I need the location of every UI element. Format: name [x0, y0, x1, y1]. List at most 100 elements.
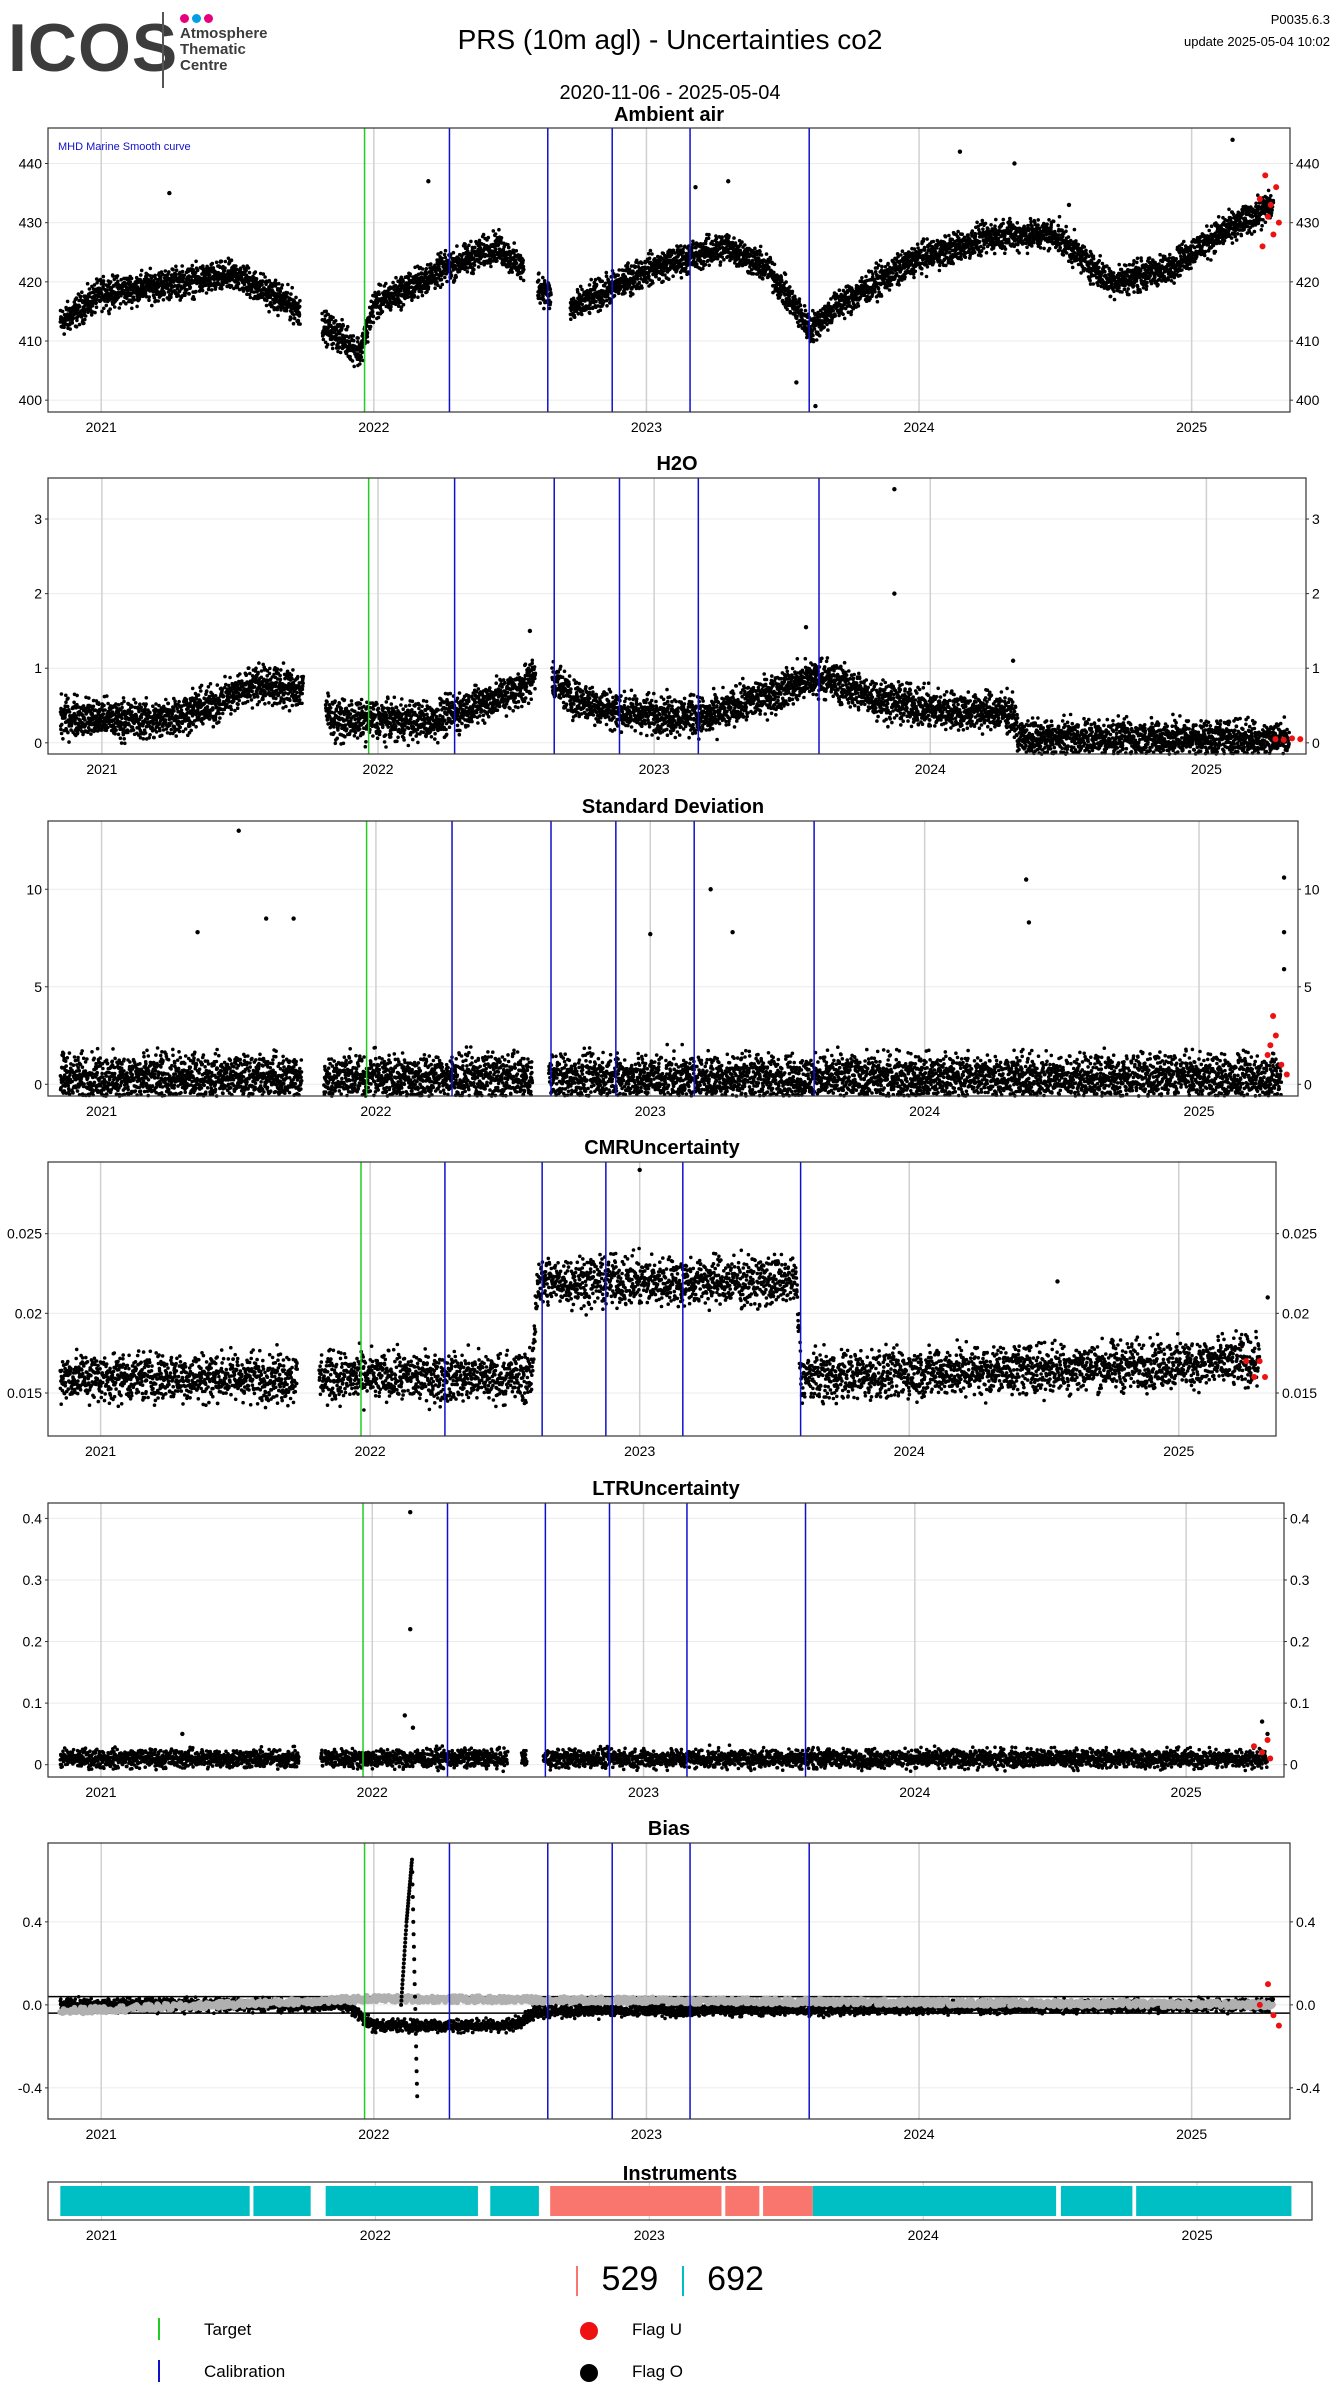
flag-o-point	[65, 299, 70, 304]
flag-o-point	[111, 274, 115, 278]
flag-o-point	[289, 316, 293, 321]
flag-o-point	[445, 279, 449, 284]
flag-o-point	[661, 279, 665, 284]
flag-o-point	[512, 241, 516, 245]
flag-o-point	[236, 282, 241, 286]
flag-o-point	[732, 236, 736, 240]
flag-o-point	[108, 280, 113, 284]
flag-o-point	[956, 229, 960, 234]
flag-o-point	[491, 229, 496, 233]
flag-o-point	[981, 246, 986, 250]
y-tick-label-left: 440	[19, 156, 43, 172]
flag-o-point	[797, 297, 802, 301]
flag-o-point	[983, 221, 988, 226]
flag-o-point	[925, 265, 930, 269]
flag-o-point	[947, 233, 951, 238]
flag-o-point	[640, 286, 644, 290]
flag-o-point	[195, 268, 200, 273]
flag-o-point	[541, 294, 545, 299]
flag-o-point	[429, 262, 433, 266]
flag-o-point	[443, 248, 448, 253]
flag-o-point	[548, 287, 553, 292]
flag-o-point	[994, 217, 998, 222]
flag-o-point	[633, 280, 637, 284]
flag-o-point	[254, 277, 259, 281]
flag-o-point	[833, 314, 837, 318]
x-tick-label: 2025	[1176, 419, 1207, 435]
flag-o-point	[758, 244, 763, 249]
flag-o-point	[352, 364, 357, 369]
flag-o-point	[71, 316, 76, 321]
data-points	[58, 137, 1282, 409]
flag-o-point	[331, 341, 336, 346]
flag-o-point	[454, 275, 459, 279]
flag-o-point	[931, 239, 936, 244]
flag-o-point	[569, 317, 573, 322]
flag-o-point	[129, 276, 134, 281]
flag-o-point	[74, 296, 79, 300]
flag-o-point	[811, 339, 816, 344]
flag-o-point	[1008, 220, 1013, 225]
flag-o-point	[338, 350, 343, 355]
flag-o-point	[919, 271, 924, 276]
flag-o-point	[944, 263, 948, 268]
flag-o-point	[101, 279, 106, 283]
flag-o-point	[380, 309, 385, 314]
flag-o-point	[204, 291, 209, 295]
flag-o-point	[87, 294, 92, 299]
flag-o-point	[102, 306, 106, 311]
flag-o-point	[112, 305, 117, 309]
flag-o-point	[260, 283, 264, 287]
flag-o-point	[94, 301, 98, 305]
flag-o-point	[469, 239, 473, 244]
y-tick-label-left: 400	[19, 392, 43, 408]
flag-o-point	[290, 285, 295, 290]
flag-o-point	[350, 359, 355, 363]
flag-o-point	[1003, 251, 1007, 256]
logo-subtitle-line: Atmosphere	[180, 26, 268, 42]
flag-o-point	[472, 267, 476, 272]
flag-o-point	[594, 299, 598, 304]
flag-o-point	[814, 338, 819, 342]
flag-o-point	[841, 312, 845, 317]
flag-o-point	[740, 240, 744, 244]
flag-o-point	[263, 275, 267, 279]
flag-o-point	[297, 312, 302, 317]
x-tick-label: 2022	[358, 419, 389, 435]
flag-o-point	[623, 291, 627, 295]
flag-o-point	[341, 324, 346, 328]
flag-o-point	[720, 235, 724, 239]
flag-o-point	[85, 281, 90, 286]
flag-o-point	[376, 315, 381, 320]
flag-o-point	[873, 290, 877, 294]
flag-o-point	[356, 340, 360, 344]
flag-o-point	[476, 265, 481, 269]
flag-o-point	[297, 304, 302, 309]
flag-o-point	[657, 277, 662, 281]
flag-o-point	[486, 235, 491, 240]
flag-o-point	[465, 270, 470, 274]
flag-o-point	[493, 232, 498, 236]
flag-o-point	[406, 295, 410, 299]
flag-o-point	[499, 236, 504, 240]
flag-o-point	[294, 295, 298, 300]
flag-o-point	[542, 306, 546, 311]
flag-o-point	[727, 234, 731, 238]
flag-o-point	[419, 290, 424, 294]
flag-o-point	[913, 269, 918, 274]
logo-divider	[162, 12, 164, 88]
flag-o-point	[489, 264, 493, 269]
icos-logo: ICOS	[8, 12, 178, 84]
flag-o-point	[101, 274, 106, 279]
flag-o-point	[167, 270, 171, 274]
flag-o-point	[849, 309, 854, 314]
flag-o-point	[785, 307, 789, 312]
flag-o-point	[174, 264, 178, 269]
flag-o-point	[209, 288, 214, 292]
flag-o-point	[410, 298, 414, 303]
flag-o-point	[817, 333, 822, 338]
flag-o-point	[449, 273, 454, 278]
flag-o-point	[180, 264, 184, 268]
flag-o-point	[337, 345, 342, 349]
flag-o-point	[77, 304, 82, 309]
